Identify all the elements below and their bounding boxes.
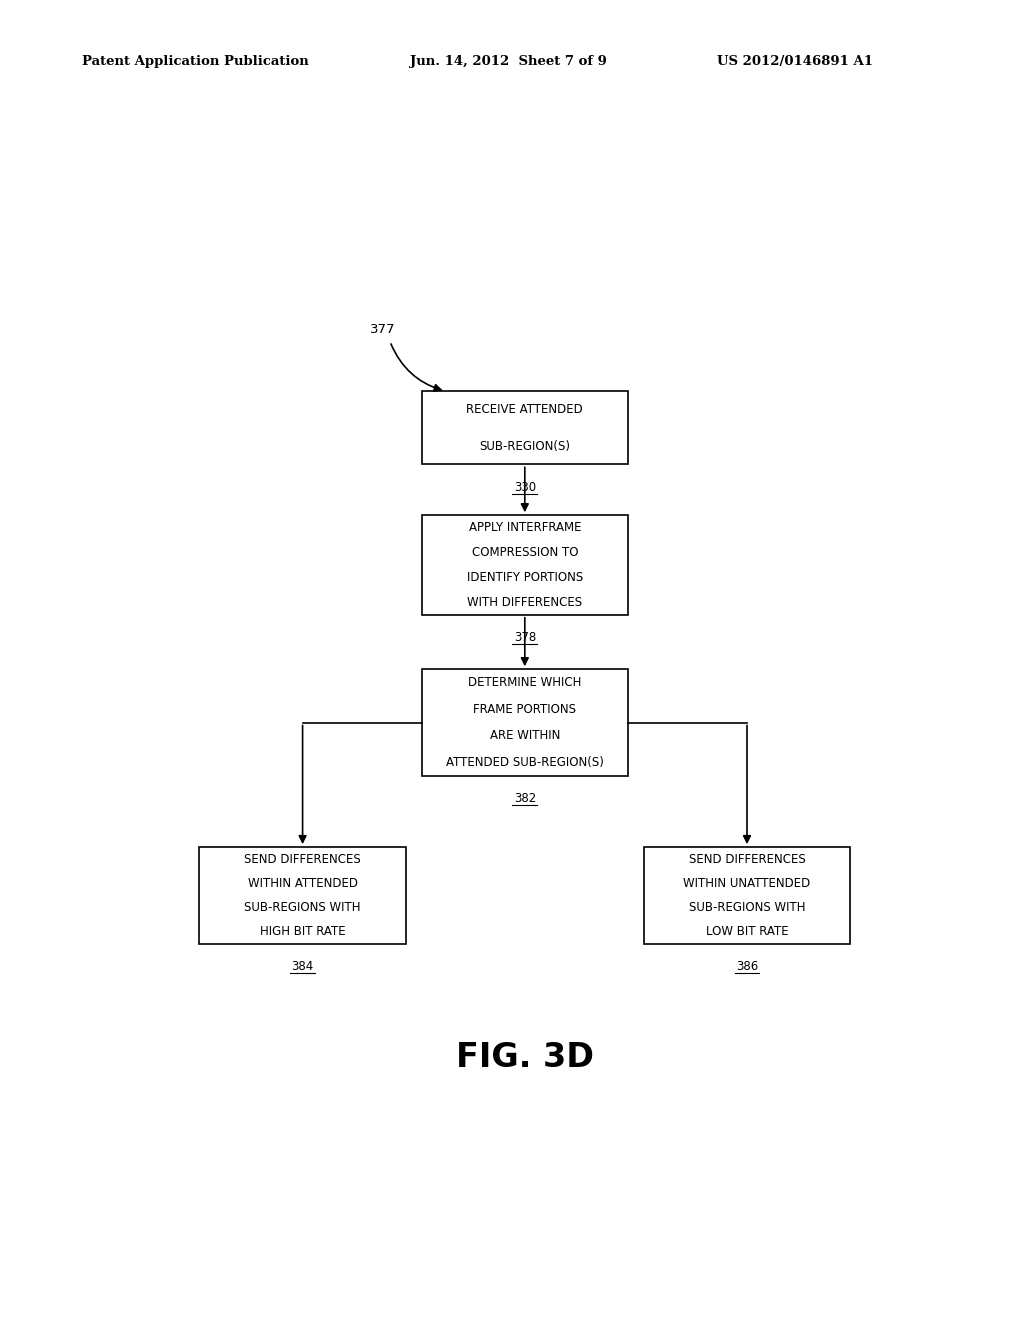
Text: WITHIN ATTENDED: WITHIN ATTENDED xyxy=(248,876,357,890)
Bar xyxy=(644,847,850,944)
Text: SUB-REGIONS WITH: SUB-REGIONS WITH xyxy=(245,900,360,913)
Text: SUB-REGION(S): SUB-REGION(S) xyxy=(479,440,570,453)
Text: 378: 378 xyxy=(514,631,536,644)
Text: 384: 384 xyxy=(292,960,313,973)
Bar xyxy=(422,515,628,615)
Text: ATTENDED SUB-REGION(S): ATTENDED SUB-REGION(S) xyxy=(445,756,604,770)
Text: SEND DIFFERENCES: SEND DIFFERENCES xyxy=(688,853,806,866)
Text: US 2012/0146891 A1: US 2012/0146891 A1 xyxy=(717,55,872,69)
Text: 377: 377 xyxy=(370,323,395,337)
Text: ARE WITHIN: ARE WITHIN xyxy=(489,730,560,742)
Text: IDENTIFY PORTIONS: IDENTIFY PORTIONS xyxy=(467,572,583,583)
Text: Jun. 14, 2012  Sheet 7 of 9: Jun. 14, 2012 Sheet 7 of 9 xyxy=(410,55,606,69)
Text: WITHIN UNATTENDED: WITHIN UNATTENDED xyxy=(683,876,811,890)
Text: LOW BIT RATE: LOW BIT RATE xyxy=(706,925,788,939)
Bar xyxy=(200,847,406,944)
Text: FRAME PORTIONS: FRAME PORTIONS xyxy=(473,702,577,715)
Text: FIG. 3D: FIG. 3D xyxy=(456,1041,594,1074)
Text: Patent Application Publication: Patent Application Publication xyxy=(82,55,308,69)
Text: WITH DIFFERENCES: WITH DIFFERENCES xyxy=(467,595,583,609)
Bar xyxy=(422,391,628,465)
Text: 386: 386 xyxy=(736,960,758,973)
Text: APPLY INTERFRAME: APPLY INTERFRAME xyxy=(469,521,581,535)
Text: COMPRESSION TO: COMPRESSION TO xyxy=(471,546,579,558)
Bar xyxy=(422,669,628,776)
Text: HIGH BIT RATE: HIGH BIT RATE xyxy=(260,925,345,939)
Text: SUB-REGIONS WITH: SUB-REGIONS WITH xyxy=(689,900,805,913)
Text: 330: 330 xyxy=(514,480,536,494)
Text: SEND DIFFERENCES: SEND DIFFERENCES xyxy=(244,853,361,866)
Text: RECEIVE ATTENDED: RECEIVE ATTENDED xyxy=(466,403,584,416)
Text: 382: 382 xyxy=(514,792,536,805)
Text: DETERMINE WHICH: DETERMINE WHICH xyxy=(468,676,582,689)
